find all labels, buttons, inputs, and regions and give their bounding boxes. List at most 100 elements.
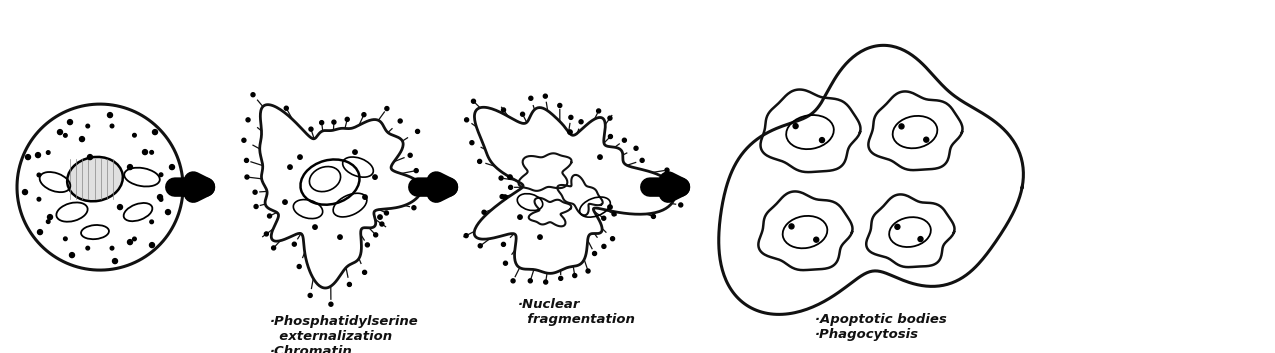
- Circle shape: [166, 210, 171, 215]
- Circle shape: [464, 118, 469, 122]
- Circle shape: [608, 205, 612, 209]
- Circle shape: [26, 155, 31, 160]
- Circle shape: [608, 134, 612, 138]
- Circle shape: [398, 119, 402, 123]
- Circle shape: [432, 185, 436, 189]
- Circle shape: [320, 121, 324, 125]
- Circle shape: [297, 264, 301, 269]
- Circle shape: [268, 214, 272, 218]
- Circle shape: [117, 205, 122, 210]
- Circle shape: [366, 243, 370, 247]
- Circle shape: [602, 244, 606, 249]
- Circle shape: [464, 234, 468, 238]
- Circle shape: [385, 107, 389, 110]
- Circle shape: [37, 197, 41, 201]
- Circle shape: [85, 124, 89, 128]
- Circle shape: [133, 133, 136, 137]
- Circle shape: [112, 259, 117, 264]
- Circle shape: [329, 302, 333, 306]
- Circle shape: [133, 237, 136, 241]
- Circle shape: [416, 130, 419, 133]
- Circle shape: [579, 120, 583, 124]
- Circle shape: [470, 141, 474, 145]
- Circle shape: [558, 276, 562, 280]
- Circle shape: [499, 176, 504, 180]
- Circle shape: [242, 138, 246, 142]
- Circle shape: [543, 94, 547, 98]
- Circle shape: [598, 155, 602, 159]
- Circle shape: [634, 146, 638, 150]
- Circle shape: [153, 130, 158, 134]
- Circle shape: [507, 175, 513, 179]
- Circle shape: [572, 274, 576, 277]
- Circle shape: [107, 113, 112, 118]
- Circle shape: [46, 151, 50, 154]
- Circle shape: [501, 243, 505, 246]
- Circle shape: [150, 150, 153, 154]
- Circle shape: [385, 211, 389, 215]
- Circle shape: [79, 137, 84, 142]
- Circle shape: [128, 164, 133, 169]
- Circle shape: [159, 173, 163, 176]
- Circle shape: [414, 169, 418, 173]
- Circle shape: [110, 246, 113, 250]
- Circle shape: [593, 251, 597, 256]
- Text: ·Nuclear
  fragmentation: ·Nuclear fragmentation: [518, 298, 635, 326]
- Circle shape: [292, 242, 296, 246]
- Circle shape: [309, 127, 312, 131]
- Circle shape: [57, 130, 62, 134]
- Circle shape: [170, 164, 175, 169]
- Circle shape: [374, 233, 377, 237]
- Circle shape: [252, 190, 258, 194]
- Circle shape: [37, 229, 42, 235]
- Circle shape: [347, 282, 352, 286]
- Circle shape: [64, 237, 68, 241]
- Circle shape: [372, 175, 377, 179]
- Circle shape: [37, 173, 41, 177]
- Circle shape: [683, 185, 687, 189]
- Circle shape: [518, 215, 523, 219]
- Circle shape: [85, 246, 89, 250]
- Circle shape: [652, 214, 655, 219]
- Circle shape: [272, 246, 275, 250]
- Circle shape: [68, 120, 73, 125]
- Circle shape: [502, 195, 507, 199]
- Circle shape: [611, 237, 615, 241]
- Circle shape: [346, 117, 349, 121]
- Circle shape: [528, 279, 532, 283]
- Circle shape: [284, 106, 288, 110]
- Circle shape: [501, 108, 505, 112]
- Ellipse shape: [68, 157, 122, 201]
- Circle shape: [504, 261, 507, 265]
- Circle shape: [412, 206, 416, 210]
- Circle shape: [918, 237, 923, 241]
- Circle shape: [431, 191, 435, 195]
- Circle shape: [608, 116, 612, 120]
- Circle shape: [813, 237, 819, 242]
- Circle shape: [509, 185, 513, 189]
- Circle shape: [362, 113, 366, 116]
- Circle shape: [246, 118, 250, 122]
- Circle shape: [478, 244, 482, 248]
- Circle shape: [254, 204, 258, 209]
- Circle shape: [924, 137, 928, 142]
- Circle shape: [543, 280, 548, 284]
- Circle shape: [362, 270, 367, 274]
- Circle shape: [511, 279, 515, 283]
- Circle shape: [159, 198, 163, 201]
- Circle shape: [520, 112, 524, 116]
- Text: ·Phosphatidylserine
  externalization
·Chromatin
  condensation: ·Phosphatidylserine externalization ·Chr…: [270, 315, 418, 353]
- Circle shape: [23, 190, 28, 195]
- Circle shape: [338, 235, 342, 239]
- Circle shape: [538, 235, 542, 239]
- Circle shape: [586, 269, 590, 273]
- Circle shape: [895, 225, 900, 229]
- Circle shape: [143, 150, 148, 155]
- Circle shape: [597, 109, 601, 113]
- Circle shape: [529, 96, 533, 100]
- Circle shape: [245, 158, 249, 162]
- Circle shape: [567, 130, 572, 134]
- Circle shape: [789, 224, 794, 229]
- Circle shape: [478, 160, 482, 163]
- Circle shape: [158, 195, 162, 199]
